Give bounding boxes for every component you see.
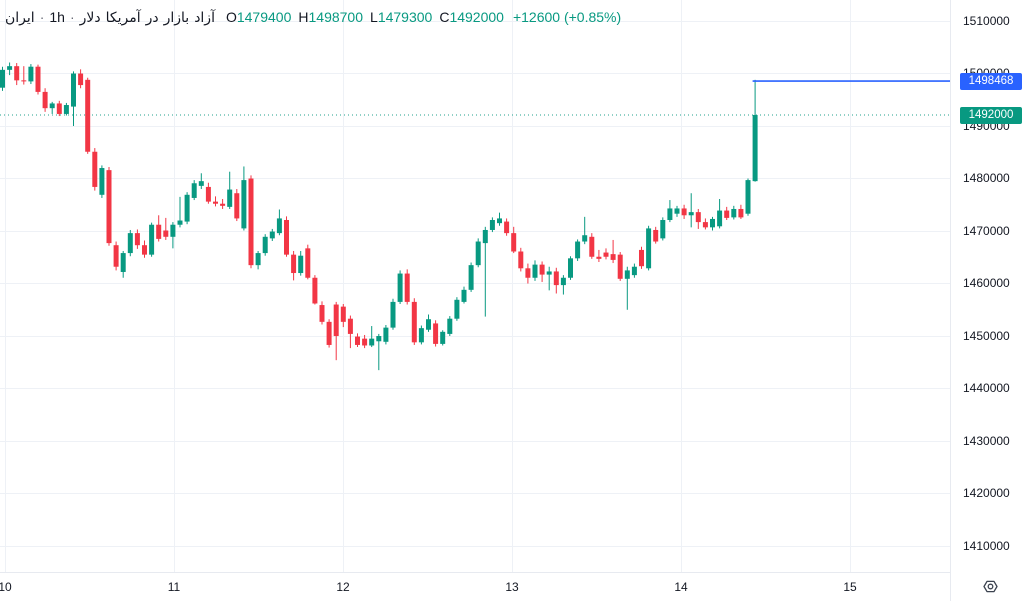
ohlc-values: O1479400 H1498700 L1479300 C1492000 [226,9,511,25]
price-tick-label: 1410000 [963,538,1010,553]
time-tick-label: 14 [674,580,688,594]
time-tick-label: 11 [167,580,181,594]
ohlc-o: O1479400 [226,9,291,25]
title-word: 1h [49,8,65,25]
time-tick-label: 15 [843,580,857,594]
ohlc-letter: O [225,9,237,25]
separator-dot: · [69,8,75,25]
price-axis[interactable]: 1510000150000014900001480000147000014600… [950,0,1024,572]
title-word: دلار [79,8,101,25]
chart-legend: ایران · 1h · دلار آمریکا در بازار آزاد O1479400 H… [5,7,621,27]
time-tick-label: 12 [336,580,350,594]
time-axis[interactable]: 10 11 12 13 14 15 [0,572,1024,601]
title-word: ایران [5,8,35,25]
ohlc-value: 1492000 [449,9,504,25]
ohlc-letter: H [298,9,309,25]
ohlc-letter: C [439,9,450,25]
price-tick-label: 1460000 [963,276,1010,290]
line-price-label: 1498468 [960,72,1022,90]
last-price-label: 1492000 [960,106,1022,124]
title-word: آمریکا [105,8,141,25]
ohlc-value: 1498700 [308,9,364,25]
ohlc-c: C1492000 [439,9,504,25]
price-tick-label: 1420000 [963,486,1010,500]
price-tick-label: 1450000 [963,328,1010,343]
ohlc-h: H1498700 [298,9,363,25]
price-tick-label: 1510000 [963,13,1010,28]
time-tick-label: 13 [505,580,519,594]
title-word: در [145,8,159,25]
price-tick-label: 1470000 [963,223,1010,238]
price-tick-label: 1430000 [963,433,1010,448]
price-tick-label: 1480000 [963,171,1010,185]
price-tick-label: 1440000 [963,381,1010,395]
ohlc-letter: L [370,9,378,25]
title-word: آزاد [194,8,215,25]
axis-settings-corner [950,572,1024,601]
symbol-title[interactable]: ایران · 1h · دلار آمریکا در بازار آزاد [5,9,220,26]
separator-dot: · [39,8,45,25]
scale-settings-icon[interactable] [982,578,999,595]
ohlc-value: 1479400 [236,9,292,25]
ohlc-l: L1479300 [370,9,432,25]
price-change: +12600 (+0.85%) [512,9,622,25]
time-tick-label: 10 [0,580,12,594]
title-word: بازار [163,8,190,25]
ohlc-value: 1479300 [377,9,433,25]
